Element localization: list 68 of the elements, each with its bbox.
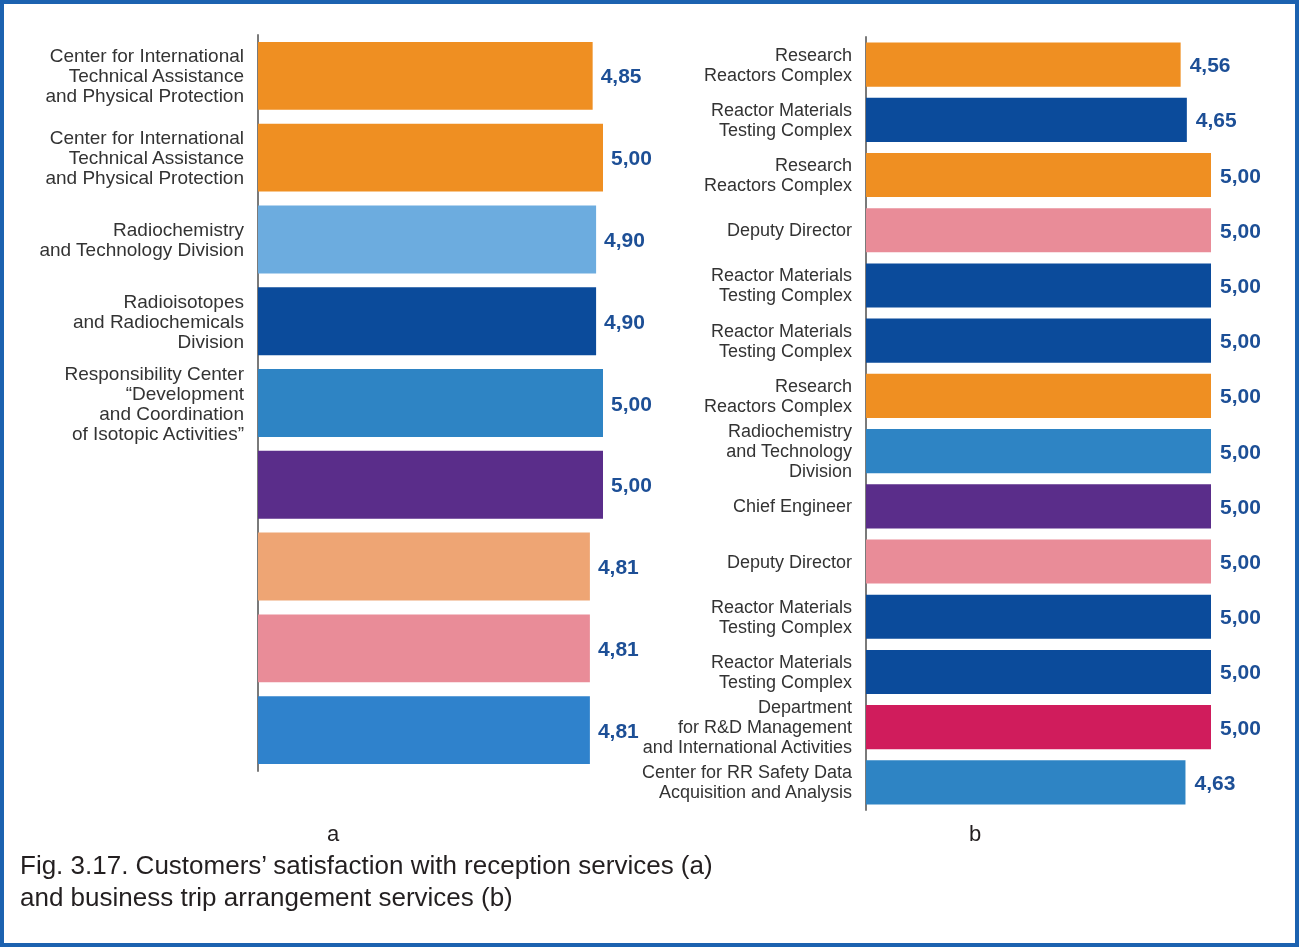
bar <box>258 614 590 683</box>
bar <box>866 760 1186 805</box>
caption: Fig. 3.17. Customers’ satisfaction with reception services (a) and business trip arrangement services (b) <box>20 849 713 913</box>
bar <box>866 42 1181 87</box>
bar <box>258 369 603 437</box>
y-tick-label: Center for International Technical Assistance and Physical Protection <box>45 45 244 107</box>
bar <box>866 97 1187 142</box>
bar <box>258 123 603 192</box>
y-tick-label: Radiochemistry and Technology Division <box>726 421 852 482</box>
data-label: 5,00 <box>1220 439 1261 463</box>
bar <box>866 649 1211 695</box>
bar <box>866 594 1211 639</box>
y-tick-label: Deputy Director <box>726 551 852 572</box>
bar <box>258 450 603 519</box>
data-label: 5,00 <box>1220 550 1261 574</box>
bar <box>866 263 1211 308</box>
x-axis-title: b <box>968 820 982 846</box>
x-axis-title: a <box>326 820 340 846</box>
data-label: 5,00 <box>611 391 652 415</box>
bar <box>866 152 1211 198</box>
data-label: 5,00 <box>1220 660 1261 684</box>
data-label: 4,65 <box>1195 108 1238 132</box>
data-label: 5,00 <box>1220 329 1261 353</box>
data-label: 5,00 <box>1220 494 1261 518</box>
y-tick-label: Research Reactors Complex <box>703 375 852 416</box>
bar <box>258 41 593 110</box>
y-tick-label: Research Reactors Complex <box>703 44 852 85</box>
data-label: 4,63 <box>1194 770 1236 794</box>
y-tick-label: Responsibility Center “Development and Coordination of Isotopic Activities” <box>64 362 245 444</box>
data-label: 4,90 <box>604 227 645 251</box>
data-label: 4,90 <box>604 309 645 333</box>
y-tick-label: Center for International Technical Assistance and Physical Protection <box>45 127 244 189</box>
data-label: 4,81 <box>597 555 640 579</box>
bar <box>866 705 1211 750</box>
data-label: 5,00 <box>1220 715 1261 739</box>
data-label: 4,85 <box>600 64 642 88</box>
y-tick-label: Reactor Materials Testing Complex <box>710 99 852 140</box>
data-label: 5,00 <box>611 146 652 170</box>
data-label: 5,00 <box>1220 384 1261 408</box>
y-tick-label: Deputy Director <box>726 220 852 241</box>
y-tick-label: Department for R&D Management and International Activities <box>642 697 852 758</box>
data-label: 4,81 <box>597 636 640 660</box>
bar <box>258 696 590 765</box>
y-tick-label: Radioisotopes and Radiochemicals Division <box>72 290 244 352</box>
y-tick-label: Chief Engineer <box>732 496 852 517</box>
data-label: 5,00 <box>1220 273 1261 297</box>
data-label: 4,56 <box>1189 53 1231 77</box>
bar <box>258 205 597 274</box>
y-tick-label: Reactor Materials Testing Complex <box>710 651 852 692</box>
bar <box>866 208 1211 253</box>
y-tick-label: Reactor Materials Testing Complex <box>710 320 852 361</box>
bar <box>866 539 1211 584</box>
bar <box>258 532 590 601</box>
y-tick-label: Reactor Materials Testing Complex <box>710 265 852 306</box>
data-label: 5,00 <box>1220 605 1261 629</box>
y-tick-label: Radiochemistry and Technology Division <box>39 218 245 260</box>
bar <box>866 373 1211 418</box>
bar <box>258 287 597 356</box>
data-label: 4,81 <box>597 718 640 742</box>
data-label: 5,00 <box>611 473 652 497</box>
data-label: 5,00 <box>1220 163 1261 187</box>
bar <box>866 318 1211 363</box>
data-label: 5,00 <box>1220 218 1261 242</box>
y-tick-label: Reactor Materials Testing Complex <box>710 596 852 637</box>
bar <box>866 429 1211 474</box>
bar <box>866 484 1211 529</box>
y-tick-label: Center for RR Safety Data Acquisition and Analysis <box>641 762 853 803</box>
y-tick-label: Research Reactors Complex <box>703 155 852 196</box>
